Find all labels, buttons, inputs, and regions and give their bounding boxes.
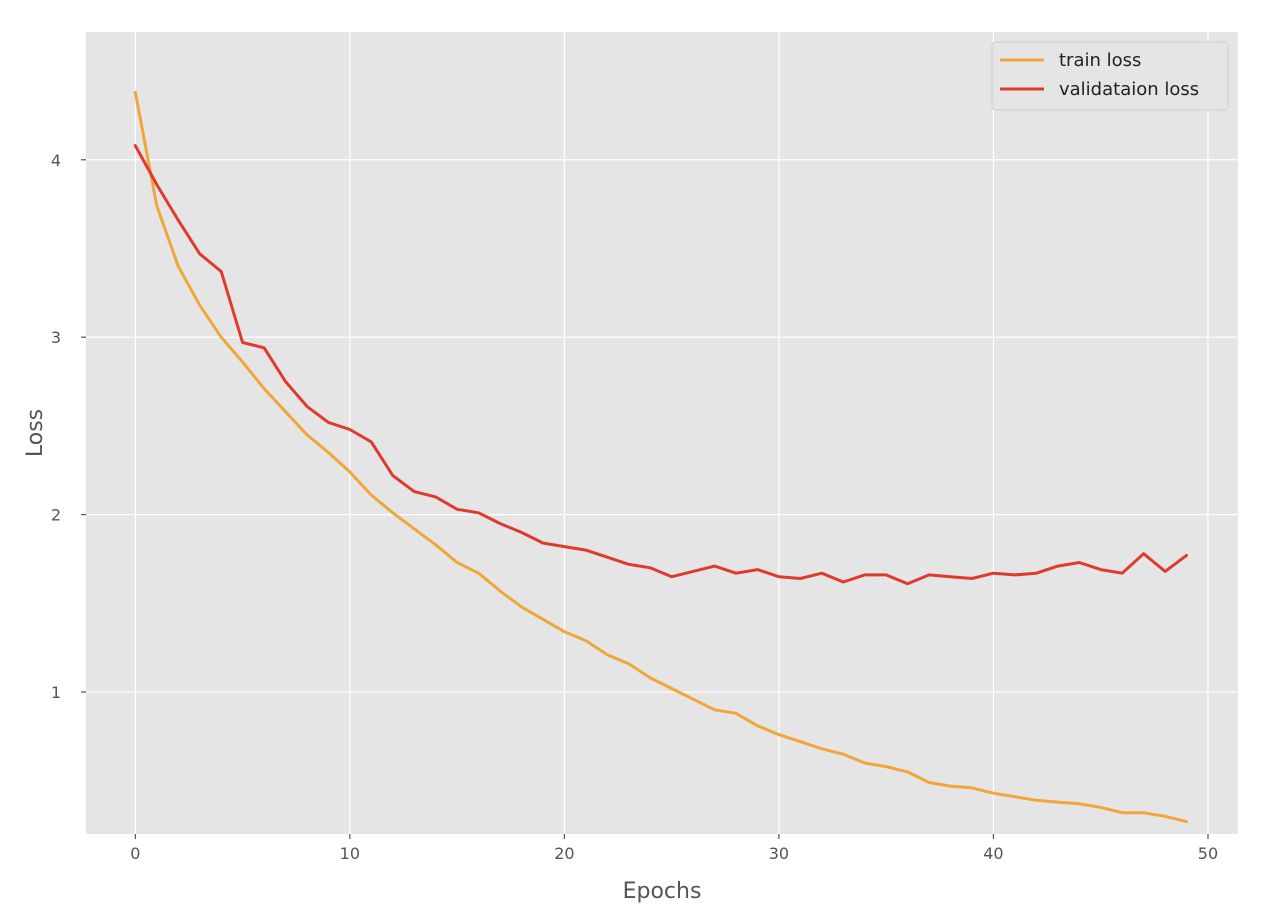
x-tick-label-40: 40 [983, 844, 1003, 863]
grid-lines [86, 32, 1238, 834]
tick-group: 0 10 20 30 40 50 1 2 3 4 [51, 151, 1218, 863]
y-axis-label: Loss [23, 409, 48, 457]
series-group [133, 90, 1188, 824]
y-tick-label-3: 3 [51, 328, 61, 347]
x-axis-label: Epochs [623, 879, 702, 904]
legend-box [991, 41, 1229, 111]
plot-area [86, 32, 1238, 834]
x-tick-label-0: 0 [130, 844, 140, 863]
legend-label-validataion-loss: validataion loss [1059, 79, 1199, 100]
x-tick-label-50: 50 [1198, 844, 1218, 863]
y-tick-label-2: 2 [51, 506, 61, 525]
legend: train loss validataion loss [991, 41, 1229, 111]
series-line-validataion-loss [133, 144, 1188, 586]
x-tick-label-30: 30 [769, 844, 789, 863]
legend-label-train-loss: train loss [1059, 50, 1141, 71]
x-tick-label-20: 20 [554, 844, 574, 863]
series-line-train-loss [133, 90, 1188, 824]
y-tick-label-4: 4 [51, 151, 61, 170]
x-tick-label-10: 10 [340, 844, 360, 863]
y-tick-label-1: 1 [51, 683, 61, 702]
